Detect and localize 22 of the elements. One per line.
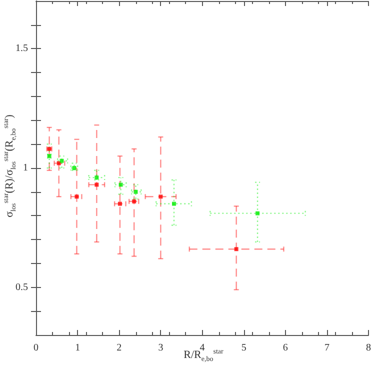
x-tick-label: 0 <box>34 342 38 354</box>
point <box>134 190 138 194</box>
point <box>172 202 176 206</box>
point <box>94 182 99 187</box>
x-tick-label: 2 <box>116 342 122 354</box>
x-tick-label: 8 <box>366 342 371 354</box>
point <box>118 182 123 187</box>
x-tick-label: 4 <box>200 342 205 354</box>
point <box>118 202 122 206</box>
point <box>74 194 79 199</box>
y-tick-label: 0.5 <box>16 282 28 293</box>
x-tick-label: 7 <box>324 342 330 354</box>
y-tick-label: 1.5 <box>16 43 28 54</box>
x-tick-label: 6 <box>282 342 288 354</box>
y-tick-label: 1 <box>23 162 28 174</box>
point <box>234 247 238 252</box>
point <box>60 158 64 163</box>
x-tick-label: 3 <box>158 342 164 354</box>
x-tick-label: 5 <box>241 342 246 354</box>
point <box>158 194 163 199</box>
x-tick-label: 1 <box>75 342 80 354</box>
point <box>256 211 260 216</box>
